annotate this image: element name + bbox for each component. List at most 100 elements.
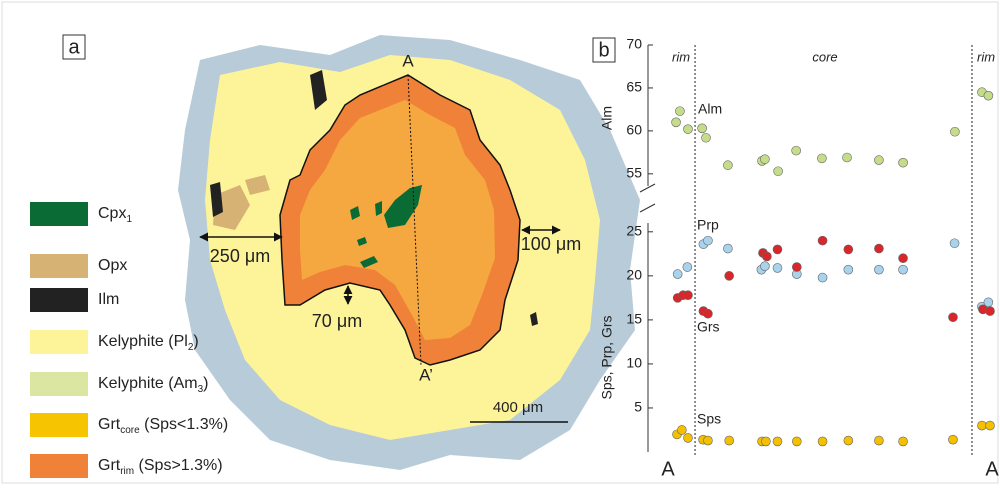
y-tick-label: 15 [626,311,642,327]
point [675,107,684,116]
point [874,156,883,165]
point [761,437,770,446]
legend-label: Ilm [98,291,119,308]
legend-swatch [30,330,88,354]
point [703,436,712,445]
legend-swatch [30,202,88,226]
legend-text: Grt [98,457,121,474]
point [948,435,957,444]
legend-sub: core [120,425,140,436]
legend-text: Cpx [98,205,126,222]
legend-suffix: (Sps>1.3%) [134,457,222,474]
point [683,291,692,300]
legend-swatch [30,454,88,478]
annotation: 70 μm [312,311,362,331]
point [683,433,692,442]
end-label: A [985,458,999,480]
point [899,265,908,274]
zone-label: rim [672,49,690,64]
legend-label: Kelyphite (Am3) [98,375,208,394]
legend-sub: 1 [126,214,132,225]
point [950,127,959,136]
series-label: Prp [697,217,719,233]
point [683,263,692,272]
series-label: Alm [698,101,722,117]
axis-break [640,204,655,212]
legend-label: Cpx1 [98,205,132,224]
annotation: A’ [419,365,433,384]
legend-sub: rim [120,466,134,477]
y-tick-label: 20 [626,267,642,283]
point [762,252,771,261]
y-axis-label: Alm [599,106,615,130]
y-tick-label: 70 [626,36,642,52]
point [701,133,710,142]
point [703,236,712,245]
point [844,436,853,445]
point [844,245,853,254]
point [984,91,993,100]
point [948,313,957,322]
point [703,309,712,318]
point [899,254,908,263]
point [677,425,686,434]
point [817,154,826,163]
legend-swatch [30,372,88,396]
y-tick-label: 60 [626,122,642,138]
legend-suffix: ) [203,375,208,392]
figure: a 250 μm 100 μm 70 μm 400 μm A A’ Cpx1Op… [0,0,1000,485]
legend-text: Kelyphite (Pl [98,333,188,350]
point [774,167,783,176]
zone-label: rim [977,49,995,64]
point [899,437,908,446]
point [723,244,732,253]
y-tick-label: 55 [626,165,642,181]
series-label: Grs [697,319,720,335]
legend-swatch [30,413,88,437]
point [760,262,769,271]
legend-text: Ilm [98,291,119,308]
annotation: 250 μm [210,246,270,266]
point [725,436,734,445]
point [818,273,827,282]
legend-text: Grt [98,416,121,433]
legend-label: Grtcore (Sps<1.3%) [98,416,228,435]
zone-label: core [812,49,837,64]
point [986,307,995,316]
point [760,155,769,164]
panel-label: a [68,36,80,58]
point [773,245,782,254]
point [844,265,853,274]
point [792,146,801,155]
point [725,271,734,280]
legend-text: Kelyphite (Am [98,375,198,392]
point [843,153,852,162]
point [773,263,782,272]
point [773,437,782,446]
y-tick-label: 5 [634,399,642,415]
end-label: A [661,458,675,480]
point [977,421,986,430]
legend-label: Grtrim (Sps>1.3%) [98,457,223,476]
panel-label: b [598,39,609,61]
legend-swatch [30,254,88,278]
page: {"panel_a": { "label": "a", "legend": [ … [0,0,1000,485]
point [874,436,883,445]
point [698,124,707,133]
point [818,437,827,446]
y-axis-label: Sps, Prp, Grs [599,315,615,399]
point [723,161,732,170]
y-tick-label: 10 [626,355,642,371]
series-label: Sps [697,411,721,427]
legend-text: Opx [98,257,127,274]
legend-suffix: ) [193,333,198,350]
annotation: 400 μm [493,399,543,416]
y-tick-label: 25 [626,223,642,239]
point [792,263,801,272]
y-tick-label: 65 [626,79,642,95]
point [950,239,959,248]
legend-label: Kelyphite (Pl2) [98,333,199,352]
legend-suffix: (Sps<1.3%) [140,416,228,433]
annotation: A [402,51,414,70]
point [792,437,801,446]
